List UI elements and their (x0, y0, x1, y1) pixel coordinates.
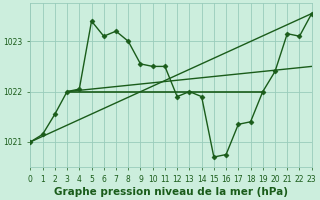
X-axis label: Graphe pression niveau de la mer (hPa): Graphe pression niveau de la mer (hPa) (54, 187, 288, 197)
